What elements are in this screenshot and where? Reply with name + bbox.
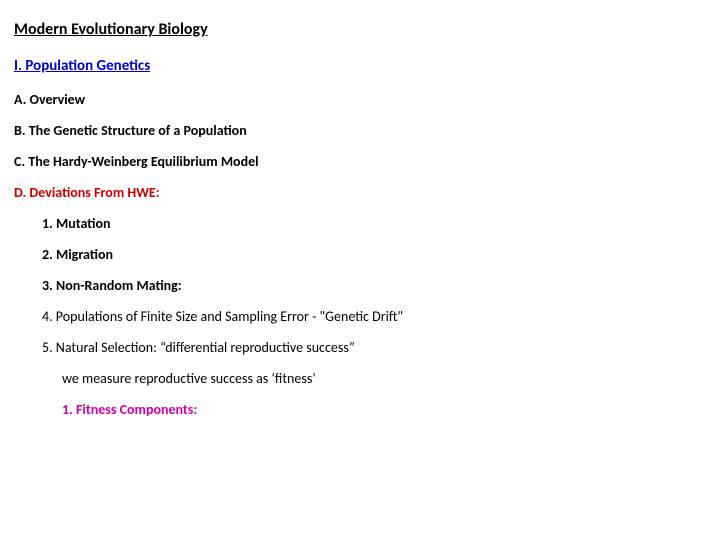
outline-content: Modern Evolutionary Biology I. Populatio…	[0, 0, 720, 452]
outline-item: 1. Mutation	[14, 215, 706, 232]
outline-item: 2. Migration	[14, 246, 706, 263]
page-title: Modern Evolutionary Biology	[14, 20, 706, 39]
outline-item: A. Overview	[14, 91, 706, 108]
outline-item: we measure reproductive success as ‘fitn…	[14, 370, 706, 387]
outline-item: D. Deviations From HWE:	[14, 184, 706, 201]
outline-item: C. The Hardy-Weinberg Equilibrium Model	[14, 153, 706, 170]
outline-item: 3. Non-Random Mating:	[14, 277, 706, 294]
outline-item: 1. Fitness Components:	[14, 401, 706, 418]
section-heading: I. Population Genetics	[14, 57, 706, 75]
outline-item: 5. Natural Selection: “differential repr…	[14, 339, 706, 356]
outline-item: 4. Populations of Finite Size and Sampli…	[14, 308, 706, 325]
outline-item: B. The Genetic Structure of a Population	[14, 122, 706, 139]
outline-list: A. Overview B. The Genetic Structure of a…	[14, 91, 706, 418]
